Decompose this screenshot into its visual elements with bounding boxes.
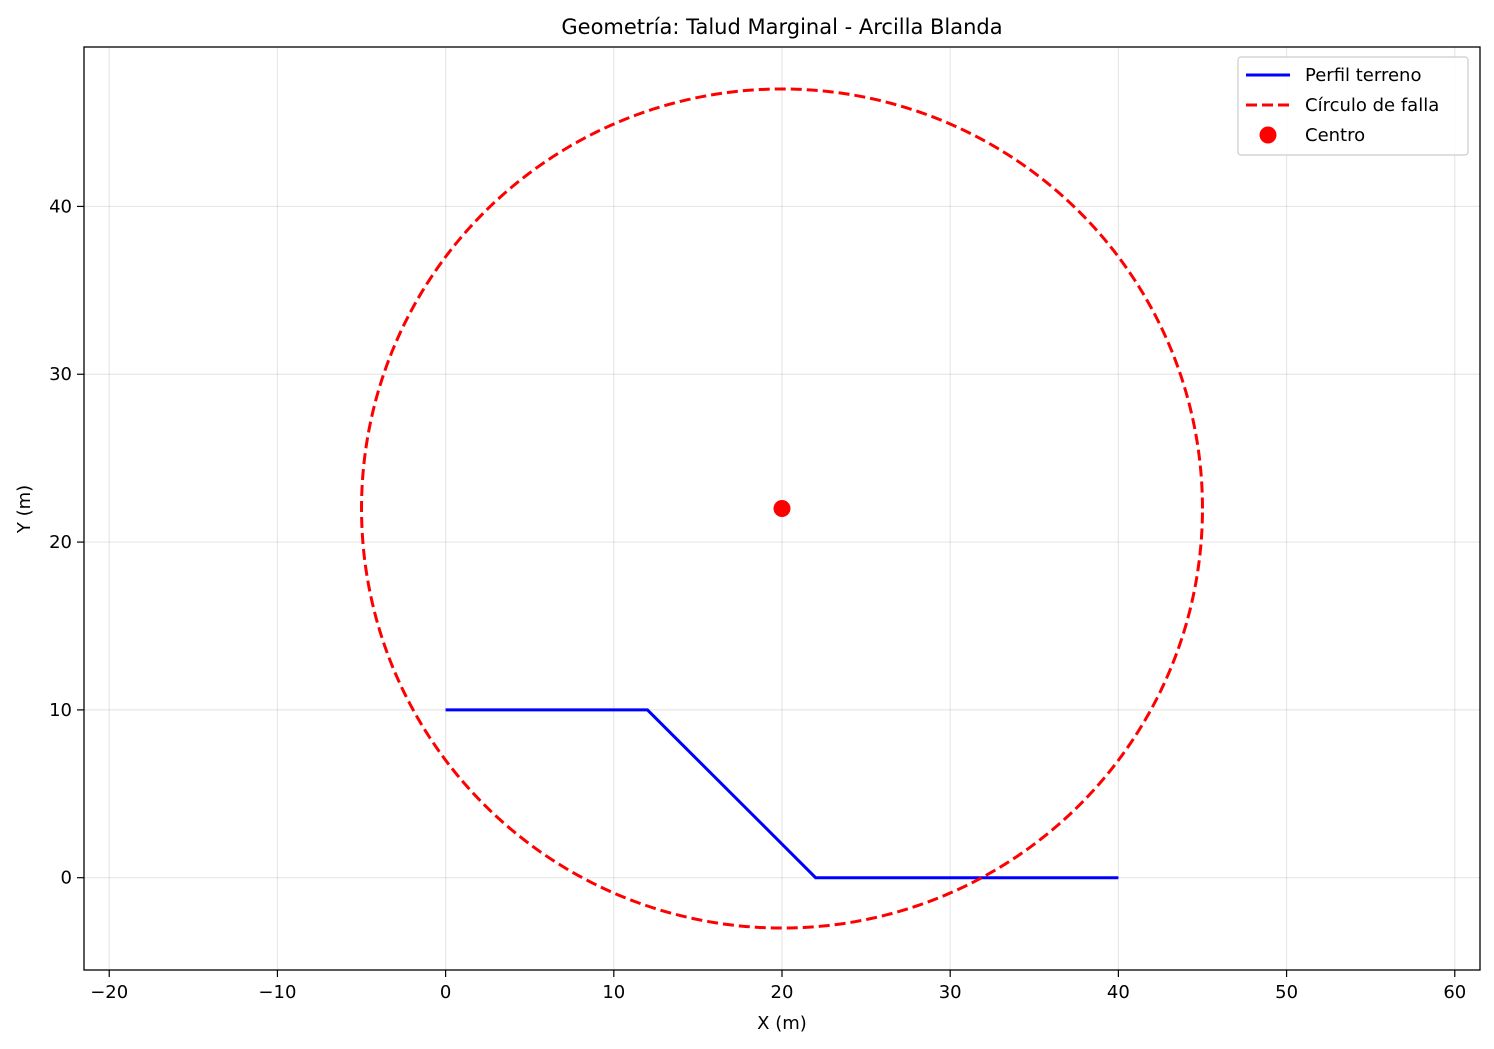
legend: Perfil terreno Círculo de falla Centro — [1237, 56, 1469, 156]
x-axis: −20 −10 0 10 20 30 40 50 60 — [90, 970, 1466, 1003]
series-point-centro — [773, 500, 791, 517]
x-tick-label: 20 — [771, 982, 794, 1003]
plot-area — [360, 87, 1204, 930]
y-tick-label: 20 — [49, 532, 72, 553]
legend-label-centro: Centro — [1305, 125, 1365, 146]
chart-title: Geometría: Talud Marginal - Arcilla Blan… — [561, 15, 1002, 39]
x-tick-label: 50 — [1275, 982, 1298, 1003]
x-tick-label: −20 — [90, 982, 128, 1003]
x-tick-label: 0 — [440, 982, 451, 1003]
x-tick-label: −10 — [258, 982, 296, 1003]
y-axis: 0 10 20 30 40 — [49, 196, 84, 889]
x-tick-label: 60 — [1443, 982, 1466, 1003]
series-line-perfil-terreno — [445, 708, 1119, 880]
x-tick-label: 10 — [602, 982, 625, 1003]
legend-box — [1237, 56, 1469, 156]
legend-label-perfil: Perfil terreno — [1305, 65, 1421, 86]
y-tick-label: 10 — [49, 700, 72, 721]
y-axis-label: Y (m) — [14, 485, 35, 534]
legend-swatch-centro — [1259, 126, 1277, 144]
legend-label-circulo: Círculo de falla — [1305, 95, 1439, 116]
series-circle-falla — [360, 87, 1204, 930]
x-axis-label: X (m) — [757, 1013, 807, 1034]
y-tick-label: 30 — [49, 364, 72, 385]
y-tick-label: 0 — [61, 868, 72, 889]
y-tick-label: 40 — [49, 196, 72, 217]
x-tick-label: 30 — [939, 982, 962, 1003]
x-tick-label: 40 — [1107, 982, 1130, 1003]
